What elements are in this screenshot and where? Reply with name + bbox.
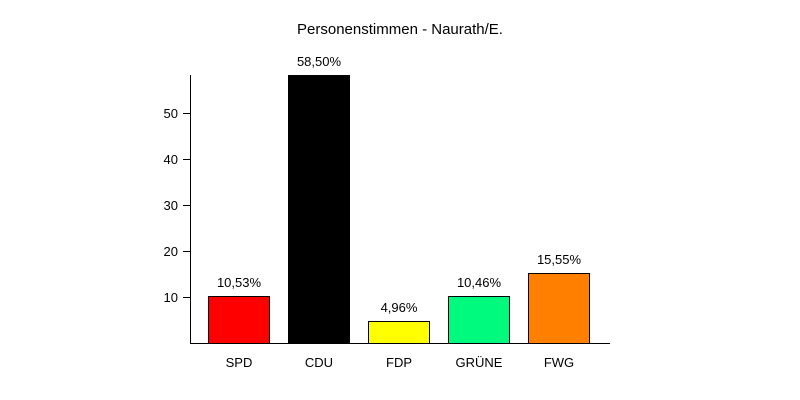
bar-value-label-spd: 10,53% [216,274,262,290]
bar-value-label-grüne: 10,46% [456,274,502,290]
y-tick-mark-50 [183,113,190,115]
bar-fdp [368,321,430,344]
category-label-spd: SPD [225,355,253,370]
bar-value-label-fdp: 4,96% [380,300,418,316]
y-tick-mark-30 [183,205,190,207]
y-tick-mark-40 [183,159,190,161]
plot-area: 10 20 30 40 50 10,53% SPD 58,50% CDU 4,96% FDP 10,… [164,54,610,370]
y-axis-line [190,75,191,344]
chart-title: Personenstimmen - Naurath/E. [297,21,503,38]
y-tick-label-10: 10 [163,290,178,306]
category-label-grüne: GRÜNE [455,355,503,370]
bar-value-label-cdu: 58,50% [296,54,342,69]
category-label-cdu: CDU [304,355,334,370]
y-tick-label-20: 20 [163,244,178,260]
y-tick-mark-10 [183,297,190,299]
bar-cdu [288,75,350,344]
bar-value-label-fwg: 15,55% [536,251,582,267]
category-label-fdp: FDP [386,355,412,370]
bar-grüne [448,295,510,344]
y-tick-label-40: 40 [163,152,178,168]
y-tick-mark-20 [183,251,190,253]
category-label-fwg: FWG [543,355,575,370]
bar-fwg [528,272,590,344]
y-tick-label-30: 30 [163,198,178,214]
bar-spd [208,295,270,344]
y-tick-label-50: 50 [163,106,178,122]
